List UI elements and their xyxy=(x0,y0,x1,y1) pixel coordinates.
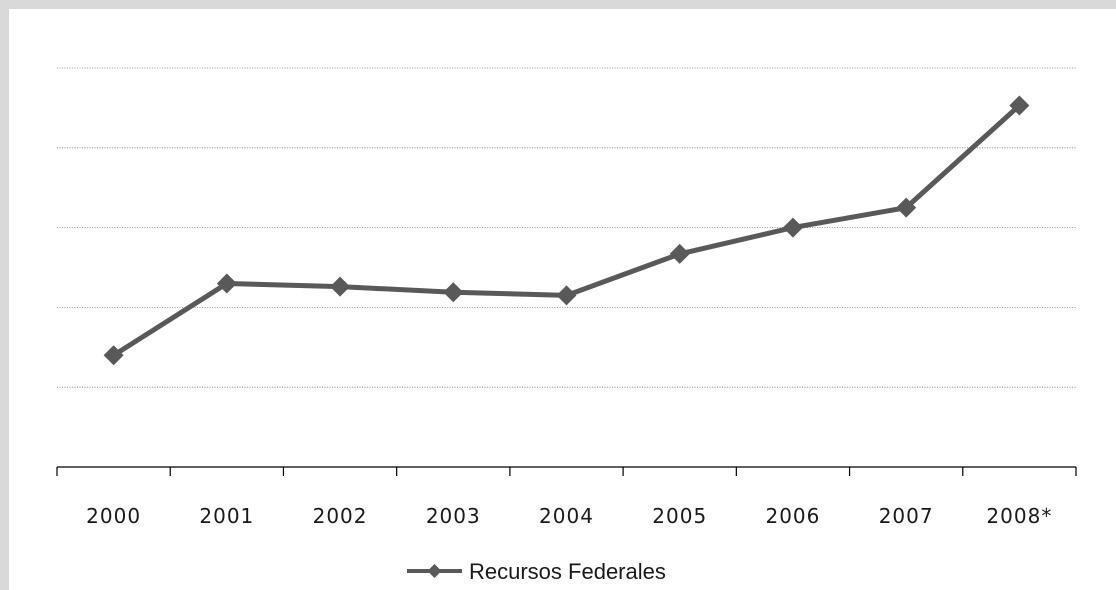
data-point-marker xyxy=(896,197,917,218)
data-point-marker xyxy=(103,345,124,366)
data-point-marker xyxy=(216,273,237,294)
x-tick-label: 2006 xyxy=(765,504,820,528)
data-point-marker xyxy=(443,282,464,303)
data-point-marker xyxy=(330,276,351,297)
x-tick-label: 2003 xyxy=(426,504,481,528)
x-tick-label: 2004 xyxy=(539,504,594,528)
x-tick-label: 2007 xyxy=(879,504,934,528)
series-line xyxy=(112,103,1022,358)
legend-entry-label: Recursos Federales xyxy=(469,559,666,584)
grid-layer xyxy=(57,67,1076,388)
x-tick-label: 2001 xyxy=(199,504,254,528)
x-tick-label: 2008* xyxy=(986,504,1052,528)
legend-marker-swatch xyxy=(427,564,442,578)
data-point-marker xyxy=(782,217,803,238)
x-tick-label: 2002 xyxy=(313,504,368,528)
data-point-marker xyxy=(1009,95,1030,116)
x-tick-labels: 2000 2001 2002 2003 2004 2005 2006 2007 2008* xyxy=(86,504,1052,528)
x-tick-label: 2005 xyxy=(652,504,707,528)
data-point-marker xyxy=(669,243,690,264)
x-tick-label: 2000 xyxy=(86,504,141,528)
data-point-marker xyxy=(556,285,577,306)
x-axis xyxy=(56,466,1077,476)
series-layer xyxy=(103,95,1030,366)
legend: Recursos Federales xyxy=(407,559,666,584)
